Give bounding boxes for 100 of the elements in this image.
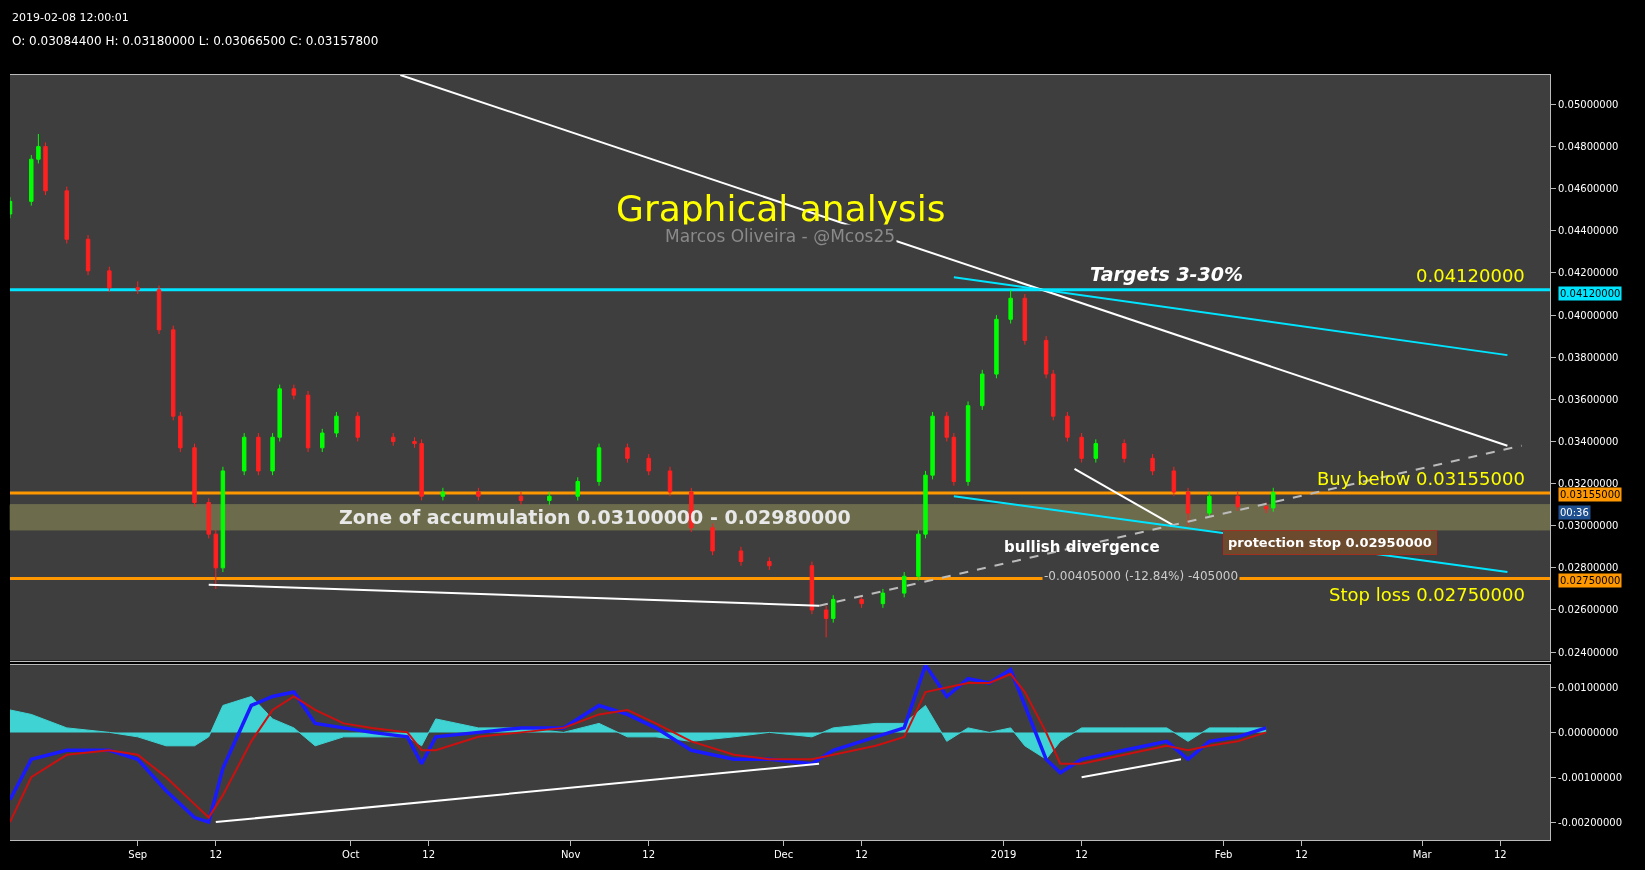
- ref-line-label: Stop loss 0.02750000: [1329, 584, 1525, 605]
- candlestick: [1065, 411, 1070, 442]
- y-tick-label: 0.04600000: [1558, 183, 1619, 195]
- annotation: bullish divergence: [1004, 538, 1160, 556]
- candlestick: [767, 556, 772, 571]
- candlestick: [178, 411, 183, 453]
- y-tick-label: 0.04400000: [1558, 225, 1619, 237]
- candlestick: [859, 594, 864, 609]
- candlestick: [916, 529, 921, 581]
- candlestick: [738, 546, 744, 567]
- annotation: protection stop 0.02950000: [1228, 535, 1432, 550]
- x-tick-label: 2019: [990, 849, 1017, 860]
- candlestick: [518, 491, 524, 506]
- annotation: -0.00405000 (-12.84%) -405000: [1044, 569, 1239, 583]
- candlestick: [646, 453, 651, 476]
- text: 0.02750000: [1560, 575, 1621, 586]
- candlestick: [944, 411, 950, 442]
- y-tick-label: 0.00100000: [1558, 682, 1619, 694]
- candlestick: [667, 466, 673, 497]
- candlestick: [1093, 438, 1099, 464]
- candlestick: [1235, 491, 1240, 512]
- y-tick-label: 0.04200000: [1558, 267, 1619, 279]
- x-tick-label: 12: [209, 849, 223, 860]
- ref-line-label: Buy below 0.03155000: [1317, 468, 1525, 489]
- y-tick-label: 0.03200000: [1558, 478, 1619, 490]
- candlestick: [1008, 289, 1013, 325]
- ref-line-label: 0.04120000: [1416, 265, 1525, 286]
- candlestick: [135, 280, 140, 295]
- candlestick: [1171, 466, 1177, 497]
- x-tick-label: Oct: [342, 849, 360, 860]
- candlestick: [192, 443, 197, 508]
- candlestick: [220, 466, 226, 573]
- candlestick: [440, 487, 446, 501]
- y-tick-label: 0.03000000: [1558, 520, 1619, 532]
- x-tick-label: Nov: [560, 849, 581, 860]
- candlestick: [213, 529, 219, 590]
- y-tick-label: 0.02600000: [1558, 604, 1619, 616]
- x-tick-label: Dec: [773, 849, 794, 860]
- candlestick: [901, 571, 907, 598]
- x-tick-label: Feb: [1214, 849, 1233, 860]
- candlestick: [575, 476, 580, 501]
- text: 00:36: [1560, 507, 1589, 518]
- candlestick: [476, 487, 481, 501]
- y-tick-label: 0.05000000: [1558, 98, 1619, 110]
- text: 0.03155000: [1560, 489, 1621, 500]
- candlestick: [156, 285, 162, 335]
- candlestick: [256, 432, 261, 476]
- candlestick: [1043, 335, 1049, 379]
- candlestick: [390, 432, 396, 447]
- x-tick-label: Mar: [1412, 849, 1433, 860]
- y-tick-label: 0.03600000: [1558, 393, 1619, 405]
- candlestick: [710, 523, 715, 556]
- text: O: 0.03084400 H: 0.03180000 L: 0.03066500 C: 0.03157800: [12, 34, 379, 48]
- candlestick: [291, 384, 297, 400]
- y-tick-label: 0.02800000: [1558, 562, 1619, 574]
- x-tick-label: 12: [642, 849, 656, 860]
- x-tick-label: 12: [422, 849, 436, 860]
- candlestick: [1079, 432, 1084, 464]
- y-tick-label: 0.03400000: [1558, 435, 1619, 447]
- candlestick: [355, 411, 360, 442]
- candlestick: [1022, 293, 1028, 346]
- x-tick-label: 12: [1295, 849, 1308, 860]
- candlestick: [547, 491, 552, 506]
- candlestick: [1121, 438, 1127, 464]
- candlestick: [1207, 491, 1212, 518]
- y-tick-label: 0.04800000: [1558, 141, 1619, 153]
- candlestick: [994, 314, 999, 379]
- candlestick: [412, 436, 417, 449]
- candlestick: [880, 588, 886, 609]
- candlestick: [334, 411, 339, 438]
- candlestick: [1185, 487, 1191, 527]
- text: Graphical analysis: [616, 188, 946, 229]
- candlestick: [305, 390, 311, 453]
- candlestick: [36, 133, 41, 164]
- y-tick-label: 0.03800000: [1558, 351, 1619, 363]
- candlestick: [107, 266, 112, 293]
- candlestick: [830, 594, 836, 624]
- y-tick-label: 0.04000000: [1558, 309, 1619, 321]
- candlestick: [930, 411, 935, 480]
- text: 0.04120000: [1560, 288, 1621, 299]
- candlestick: [64, 186, 70, 244]
- candlestick: [1050, 369, 1056, 421]
- y-tick-label: 0.02400000: [1558, 646, 1619, 658]
- x-tick-label: Sep: [128, 849, 148, 860]
- text: Marcos Oliveira - @Mcos25: [665, 226, 896, 246]
- candlestick: [277, 384, 282, 442]
- y-tick-label: -0.00200000: [1558, 816, 1623, 828]
- candlestick: [43, 141, 48, 196]
- candlestick: [809, 561, 815, 615]
- candlestick: [980, 369, 985, 411]
- x-tick-label: 12: [855, 849, 868, 860]
- candlestick: [625, 443, 630, 464]
- x-tick-label: 12: [1075, 849, 1088, 860]
- candlestick: [951, 432, 957, 487]
- candlestick: [965, 400, 971, 487]
- y-tick-label: 0.00000000: [1558, 726, 1619, 738]
- candlestick: [1150, 453, 1155, 476]
- candlestick: [206, 497, 211, 539]
- candlestick: [85, 234, 91, 276]
- candlestick: [241, 432, 247, 476]
